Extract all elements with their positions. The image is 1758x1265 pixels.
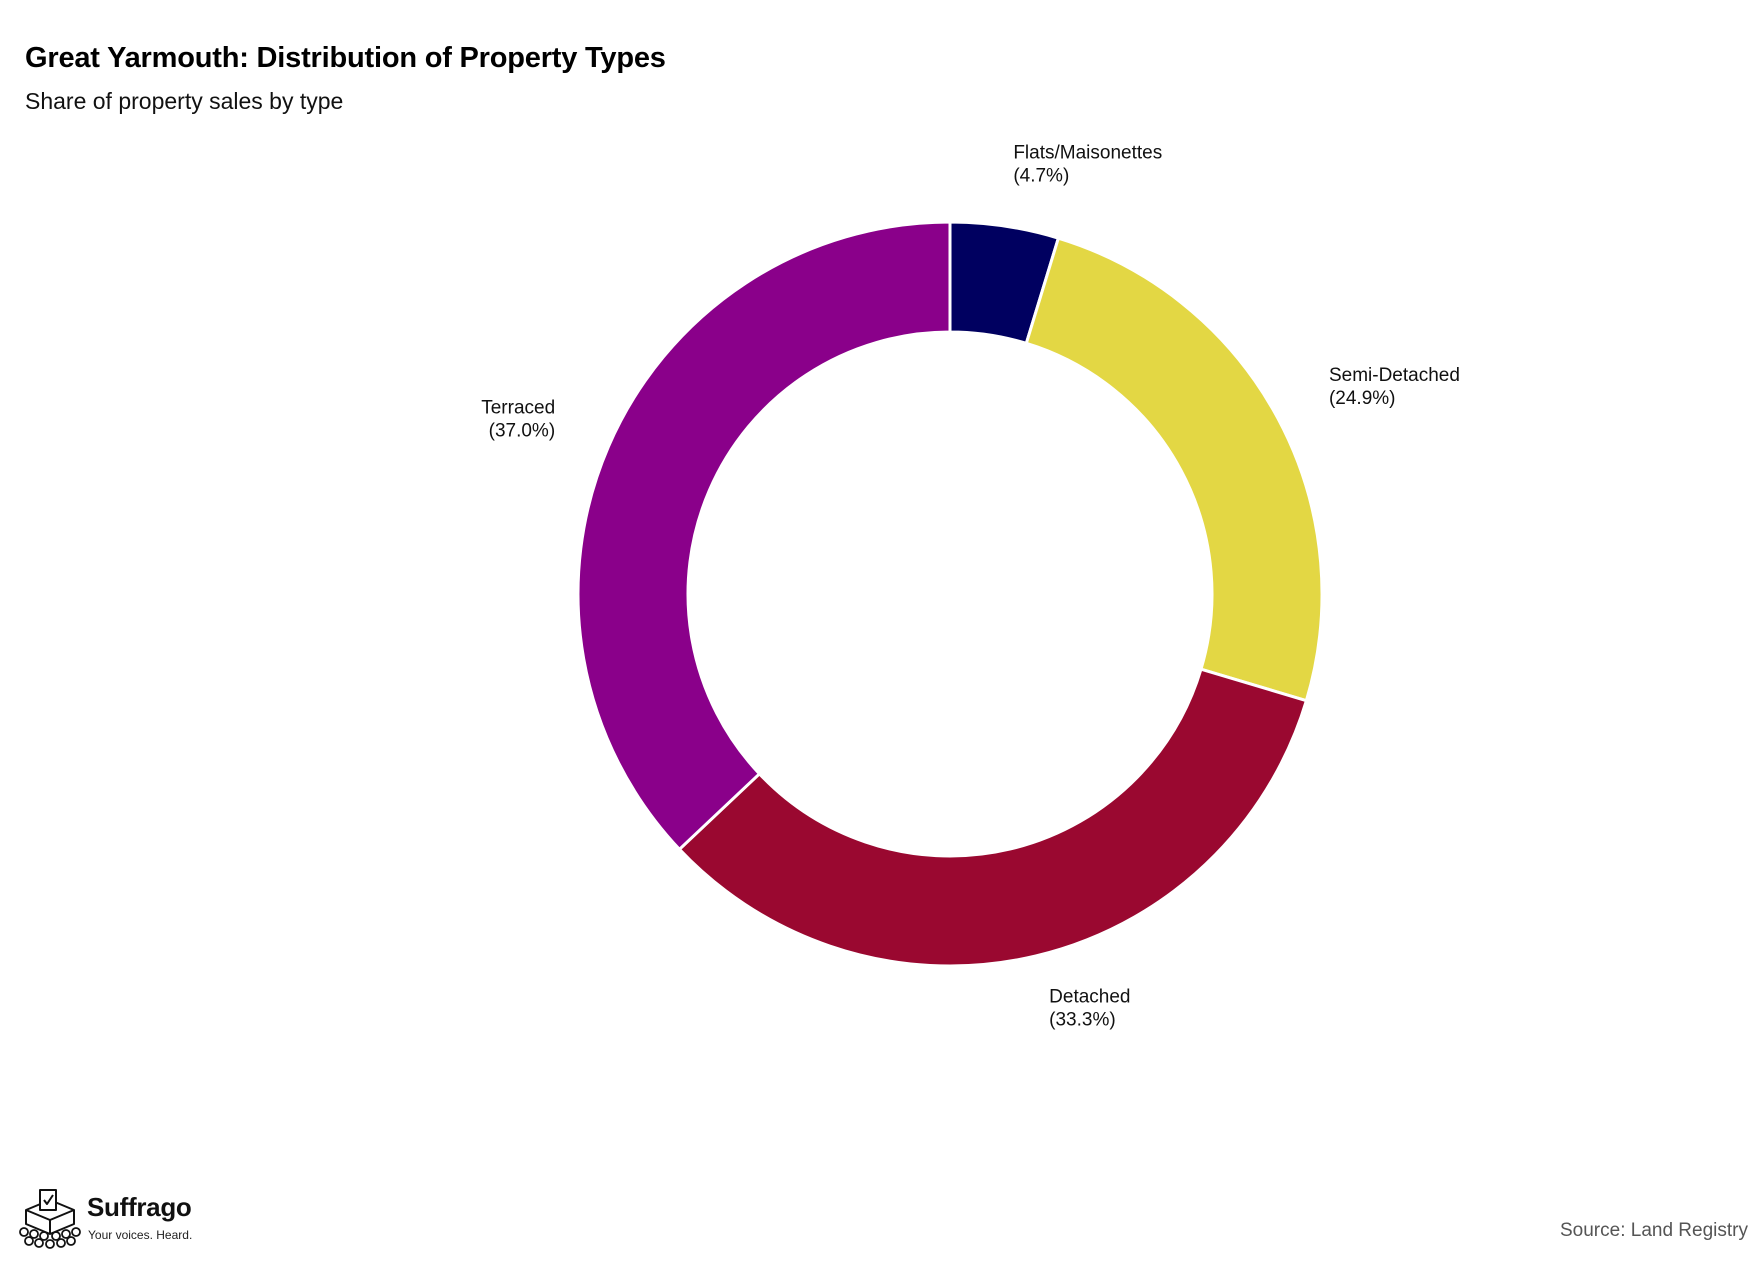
logo-tagline: Your voices. Heard. xyxy=(88,1228,193,1242)
labels-layer: Flats/Maisonettes (4.7%) Semi-Detached (24.… xyxy=(481,143,1460,1031)
slice-label-value: (24.9%) xyxy=(1329,388,1396,409)
slice-label-value: (33.3%) xyxy=(1049,1009,1116,1030)
slice-terraced xyxy=(576,220,952,851)
logo-name: Suffrago xyxy=(87,1192,192,1222)
ballot-box-crowd-icon xyxy=(19,1189,81,1249)
slice-label-value: (37.0%) xyxy=(489,421,556,442)
slice-label-value: (4.7%) xyxy=(1013,166,1069,187)
suffrago-logo: Suffrago Your voices. Heard. xyxy=(14,1188,214,1250)
slice-semi-detached xyxy=(1024,236,1324,703)
source-note: Source: Land Registry xyxy=(1560,1220,1748,1241)
chart-subtitle: Share of property sales by type xyxy=(25,88,344,114)
slice-label-name: Detached xyxy=(1049,986,1130,1007)
slice-label-flats-maisonettes: Flats/Maisonettes (4.7%) xyxy=(1013,143,1162,187)
slice-label-name: Terraced xyxy=(481,398,555,419)
slice-label-detached: Detached (33.3%) xyxy=(1049,986,1130,1030)
chart-title: Great Yarmouth: Distribution of Property… xyxy=(25,42,666,74)
slice-detached xyxy=(677,667,1308,968)
slice-label-semi-detached: Semi-Detached (24.9%) xyxy=(1329,365,1460,409)
slices-layer xyxy=(576,220,1324,968)
slice-label-terraced: Terraced (37.0%) xyxy=(481,398,555,442)
slice-label-name: Flats/Maisonettes xyxy=(1013,143,1162,164)
slice-label-name: Semi-Detached xyxy=(1329,365,1460,386)
